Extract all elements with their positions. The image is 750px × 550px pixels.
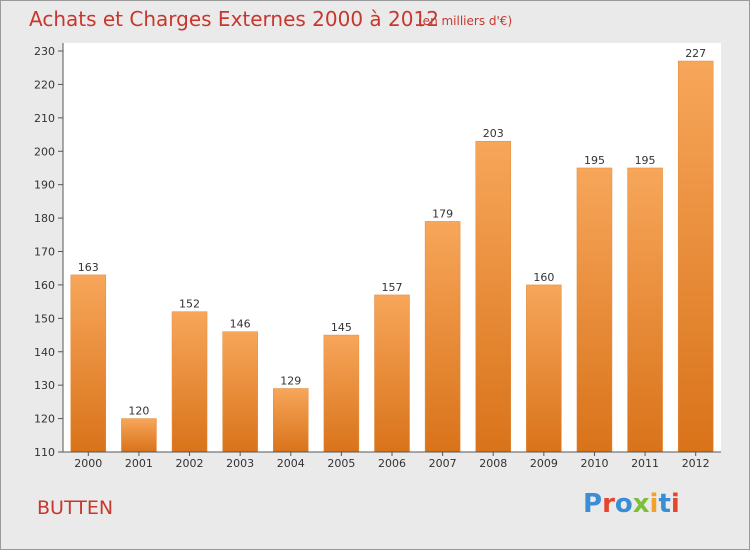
bar-2007: [424, 221, 461, 453]
data-label: 152: [179, 298, 200, 311]
commune-name: BUTTEN: [37, 497, 114, 519]
logo-letter: P: [583, 489, 603, 519]
bar-2009: [526, 284, 562, 453]
bar-2002: [171, 311, 208, 453]
data-label: 160: [533, 271, 554, 284]
chart-title: Achats et Charges Externes 2000 à 2012: [29, 7, 439, 31]
y-tick-label: 160: [34, 279, 55, 292]
chart-unit: (en milliers d'€): [418, 14, 513, 28]
data-label: 203: [483, 127, 504, 140]
bar-2012: [677, 60, 714, 453]
bar-2008: [475, 140, 511, 453]
x-tick-label: 2008: [479, 457, 507, 470]
bars: 163 120 152 146 129 145 157 179 203 160 195 195 227: [70, 47, 714, 453]
logo-letter: i: [670, 489, 680, 519]
bar-2005: [323, 334, 360, 453]
x-tick-label: 2003: [226, 457, 254, 470]
y-tick-label: 220: [34, 78, 55, 91]
x-axis: 2000 2001 2002 2003 2004 2005 2006 2007 2008 2009…: [63, 451, 721, 470]
y-tick-label: 230: [34, 45, 55, 58]
y-tick-label: 130: [34, 379, 55, 392]
x-tick-label: 2006: [378, 457, 406, 470]
bar-2011: [627, 167, 663, 453]
bar-2006: [374, 294, 410, 453]
logo-letter: r: [602, 489, 615, 519]
y-tick-label: 180: [34, 212, 55, 225]
data-label: 145: [331, 321, 352, 334]
data-label: 163: [78, 261, 99, 274]
y-axis: 110 120 130 140 150 160 170 180 190 200 210 220 230: [34, 43, 64, 459]
bar-2000: [70, 274, 107, 453]
bar-2001: [121, 418, 157, 453]
logo-letter: i: [649, 489, 659, 519]
bar-2004: [273, 388, 309, 453]
y-tick-label: 170: [34, 246, 55, 259]
proxiti-logo[interactable]: Proxiti: [583, 489, 680, 519]
y-tick-label: 150: [34, 312, 55, 325]
y-tick-label: 200: [34, 145, 55, 158]
data-label: 227: [685, 47, 706, 60]
bar-2003: [222, 331, 258, 453]
data-label: 179: [432, 207, 453, 220]
data-label: 195: [635, 154, 656, 167]
x-tick-label: 2004: [277, 457, 305, 470]
y-tick-label: 190: [34, 179, 55, 192]
bar-2010: [576, 167, 613, 453]
x-tick-label: 2000: [74, 457, 102, 470]
data-label: 129: [280, 375, 301, 388]
logo-letter: o: [614, 489, 633, 519]
logo-letter: t: [658, 489, 671, 519]
data-label: 157: [382, 281, 403, 294]
y-tick-label: 110: [34, 446, 55, 459]
y-tick-label: 140: [34, 346, 55, 359]
x-tick-label: 2009: [530, 457, 558, 470]
x-tick-label: 2012: [682, 457, 710, 470]
x-tick-label: 2001: [125, 457, 153, 470]
x-tick-label: 2005: [327, 457, 355, 470]
y-tick-label: 120: [34, 413, 55, 426]
x-tick-label: 2002: [176, 457, 204, 470]
x-tick-label: 2007: [429, 457, 457, 470]
data-label: 146: [230, 318, 251, 331]
data-label: 120: [128, 405, 149, 418]
data-label: 195: [584, 154, 605, 167]
y-tick-label: 210: [34, 112, 55, 125]
x-tick-label: 2011: [631, 457, 659, 470]
logo-letter: x: [632, 489, 650, 519]
x-tick-label: 2010: [580, 457, 608, 470]
